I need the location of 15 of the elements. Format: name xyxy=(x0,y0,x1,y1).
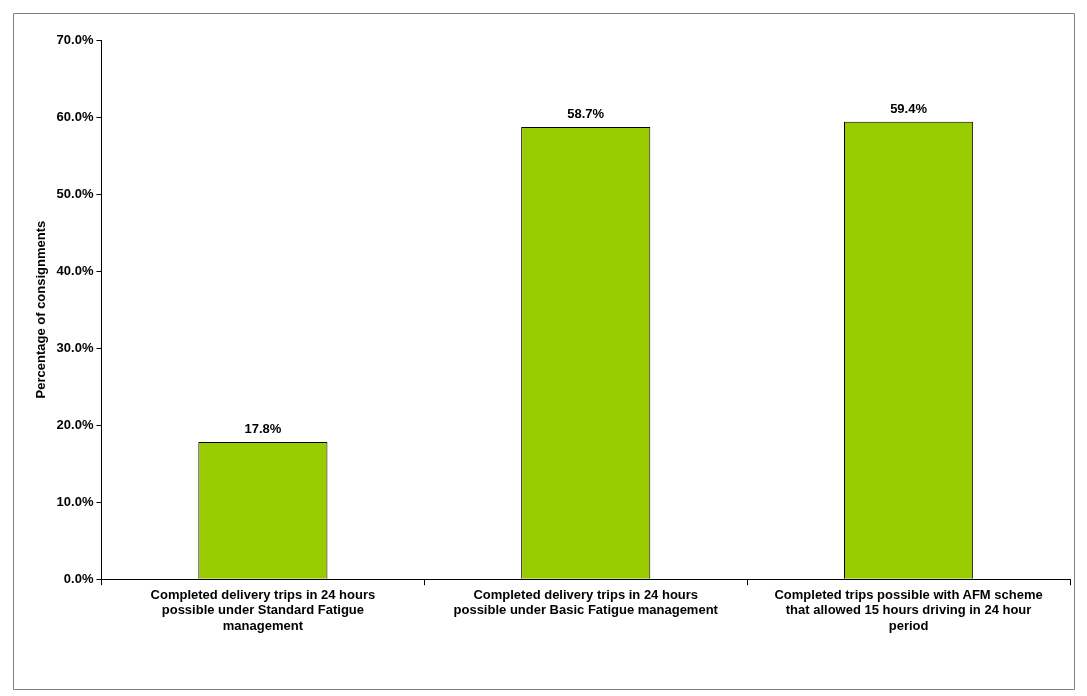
y-tick-label: 50.0% xyxy=(56,185,94,201)
y-tick-label: 40.0% xyxy=(56,262,94,278)
x-tick-label: Completed delivery trips in 24 hours possible under Standard Fatigue management xyxy=(150,586,376,633)
data-label: 58.7% xyxy=(567,106,605,122)
y-tick-label: 30.0% xyxy=(56,339,94,355)
y-tick-label: 10.0% xyxy=(56,493,94,509)
y-tick-label: 70.0% xyxy=(56,31,94,47)
y-axis-title: Percentage of consignments xyxy=(33,220,49,399)
data-label: 59.4% xyxy=(890,100,928,116)
x-tick-label: Completed trips possible with AFM scheme that allowed 15 hours driving in 24 hour period xyxy=(774,586,1043,633)
x-tick-label: Completed delivery trips in 24 hours possible under Basic Fatigue management xyxy=(453,586,719,618)
y-tick-label: 20.0% xyxy=(56,416,94,432)
y-tick-label: 0.0% xyxy=(63,570,94,586)
y-tick-label: 60.0% xyxy=(56,108,94,124)
data-label: 17.8% xyxy=(244,421,282,437)
